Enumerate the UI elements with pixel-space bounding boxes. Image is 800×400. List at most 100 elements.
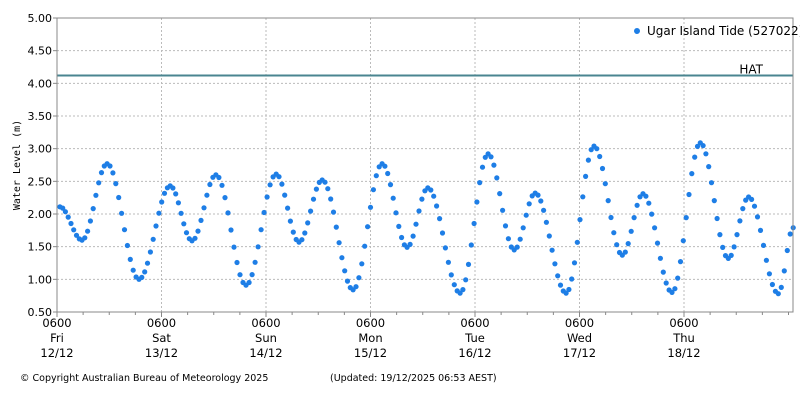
data-point xyxy=(769,281,776,288)
data-point xyxy=(249,272,255,278)
data-point xyxy=(577,217,583,223)
data-point xyxy=(222,195,228,201)
data-point xyxy=(396,223,402,229)
data-point xyxy=(119,210,125,216)
data-point xyxy=(463,277,469,283)
data-point xyxy=(382,163,388,169)
y-axis-label: Water Level (m) xyxy=(12,120,23,210)
y-tick-label: 3.50 xyxy=(28,110,53,123)
data-point xyxy=(445,259,451,265)
data-point xyxy=(287,218,293,224)
data-point xyxy=(344,278,351,284)
x-tick-label: 0600 xyxy=(356,316,385,330)
data-point xyxy=(68,220,74,227)
x-tick-label: Thu xyxy=(672,331,695,345)
data-point xyxy=(142,269,148,275)
data-point xyxy=(757,227,764,233)
data-point xyxy=(290,229,296,235)
data-point xyxy=(494,175,500,181)
data-point xyxy=(178,210,184,216)
data-point xyxy=(448,272,454,278)
data-point xyxy=(585,157,592,163)
data-point xyxy=(219,182,225,188)
data-point xyxy=(657,255,664,261)
data-point xyxy=(362,243,368,249)
data-point xyxy=(359,261,365,267)
data-point xyxy=(497,191,503,197)
data-point xyxy=(71,227,77,233)
data-point xyxy=(110,170,116,176)
x-axis: 0600Fri12/120600Sat13/120600Sun14/120600… xyxy=(40,312,789,360)
data-point xyxy=(625,241,631,247)
data-point xyxy=(557,282,564,288)
x-tick-label: Fri xyxy=(50,331,64,345)
data-point xyxy=(328,196,334,202)
data-point xyxy=(700,143,706,149)
legend: Ugar Island Tide (527022) xyxy=(634,24,800,38)
data-point xyxy=(717,232,723,238)
data-point xyxy=(500,207,506,213)
x-tick-label: 18/12 xyxy=(667,346,700,360)
data-point xyxy=(342,268,348,274)
data-point xyxy=(339,255,345,261)
data-point xyxy=(646,200,652,206)
data-point xyxy=(181,221,187,227)
data-point xyxy=(385,170,391,177)
data-point xyxy=(60,205,66,211)
data-point xyxy=(594,146,600,152)
data-point xyxy=(517,236,523,242)
data-point xyxy=(505,236,511,242)
plot-frame xyxy=(56,17,794,313)
data-point xyxy=(330,209,337,215)
y-tick-label: 1.50 xyxy=(28,241,53,254)
data-point xyxy=(460,287,466,293)
data-point xyxy=(261,209,267,216)
data-point xyxy=(87,218,93,224)
data-point xyxy=(535,192,541,198)
data-point xyxy=(255,244,261,250)
legend-label: Ugar Island Tide (527022) xyxy=(647,24,800,38)
data-point xyxy=(428,187,434,193)
data-point xyxy=(437,216,443,222)
y-tick-label: 0.50 xyxy=(28,306,53,319)
data-point xyxy=(692,154,698,160)
data-point xyxy=(373,173,379,179)
data-point xyxy=(393,210,399,216)
data-point xyxy=(252,259,258,265)
data-point xyxy=(471,220,477,227)
data-point xyxy=(313,186,319,192)
data-point xyxy=(546,233,552,239)
data-point xyxy=(491,162,497,168)
data-point xyxy=(216,174,222,181)
data-point xyxy=(204,192,210,198)
data-point xyxy=(766,271,773,277)
x-tick-label: Wed xyxy=(567,331,592,345)
x-tick-label: 16/12 xyxy=(458,346,491,360)
data-point xyxy=(734,232,740,238)
data-point xyxy=(413,221,419,227)
hat-label: HAT xyxy=(739,62,763,76)
data-point xyxy=(708,180,715,186)
data-point xyxy=(689,171,695,177)
data-point xyxy=(279,181,285,187)
legend-marker xyxy=(634,28,640,34)
data-point xyxy=(608,214,614,221)
data-point xyxy=(754,214,761,220)
data-point xyxy=(787,231,793,237)
data-point xyxy=(563,290,569,296)
data-point xyxy=(660,269,666,275)
data-point xyxy=(523,212,529,218)
data-point xyxy=(740,206,746,212)
data-point xyxy=(541,207,547,213)
data-point xyxy=(520,225,526,231)
x-tick-label: 12/12 xyxy=(40,346,73,360)
data-point xyxy=(628,228,634,234)
data-point xyxy=(153,223,159,229)
x-tick-label: 0600 xyxy=(147,316,176,330)
data-point xyxy=(237,272,243,278)
data-point xyxy=(170,185,176,191)
data-point xyxy=(434,203,440,209)
y-tick-label: 5.00 xyxy=(28,12,53,25)
data-point xyxy=(264,194,270,200)
data-point xyxy=(737,218,743,224)
